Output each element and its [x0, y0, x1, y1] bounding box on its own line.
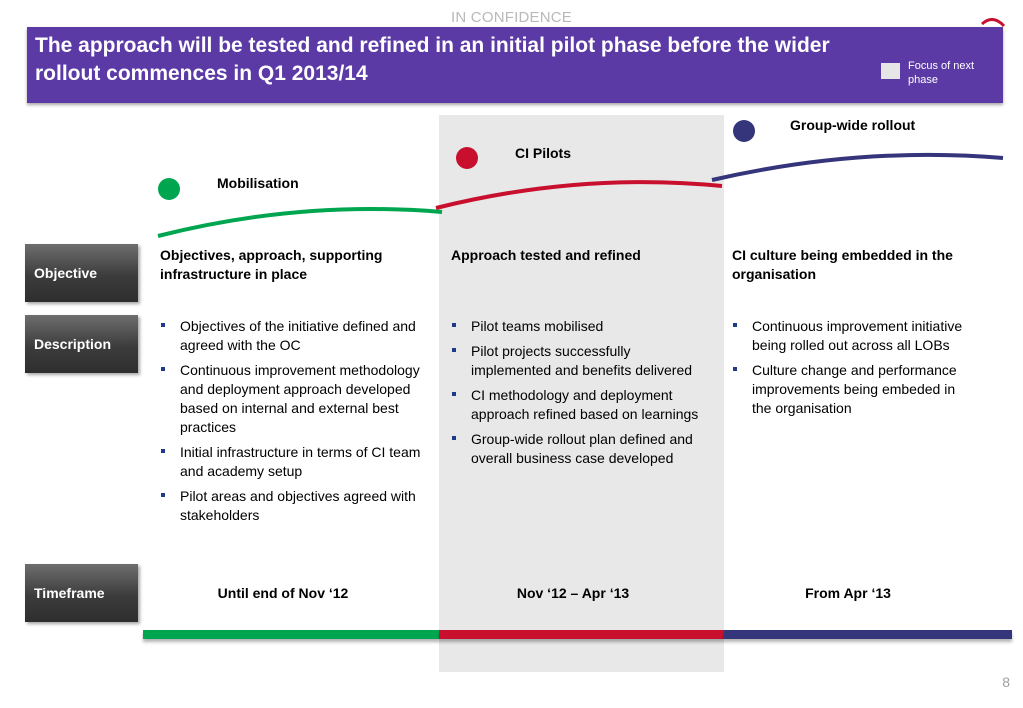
timeline-bar-ci-pilots [439, 630, 724, 639]
row-label-timeframe: Timeframe [25, 564, 138, 622]
list-item: Pilot areas and objectives agreed with s… [160, 487, 428, 525]
list-item: Initial infrastructure in terms of CI te… [160, 443, 428, 481]
description-list-mobilisation: Objectives of the initiative defined and… [160, 317, 428, 531]
page-number: 8 [1002, 674, 1010, 690]
focus-phase-highlight [439, 115, 724, 672]
list-item: Continuous improvement initiative being … [732, 317, 977, 355]
list-item: Culture change and performance improveme… [732, 361, 977, 418]
confidentiality-marking: IN CONFIDENCE [451, 9, 572, 26]
timeframe-mobilisation: Until end of Nov ‘12 [217, 585, 349, 601]
mobilisation-curve [157, 207, 443, 238]
timeframe-ci-pilots: Nov ‘12 – Apr ‘13 [516, 585, 630, 601]
list-item: CI methodology and deployment approach r… [451, 386, 706, 424]
list-item: Objectives of the initiative defined and… [160, 317, 428, 355]
rollout-curve [711, 152, 1004, 182]
timeframe-rollout: From Apr ‘13 [805, 585, 891, 601]
row-label-description: Description [25, 315, 138, 373]
list-item: Continuous improvement methodology and d… [160, 361, 428, 437]
ci-pilots-curve [435, 180, 723, 210]
phase-label-ci-pilots: CI Pilots [515, 145, 572, 161]
objective-rollout: CI culture being embedded in the organis… [732, 247, 953, 282]
legend-swatch [881, 63, 900, 79]
objective-mobilisation: Objectives, approach, supporting infrast… [160, 247, 383, 282]
list-item: Pilot teams mobilised [451, 317, 706, 336]
description-list-ci-pilots: Pilot teams mobilised Pilot projects suc… [451, 317, 706, 474]
description-list-rollout: Continuous improvement initiative being … [732, 317, 977, 424]
rollout-marker-icon [733, 120, 755, 142]
ci-pilots-marker-icon [456, 147, 478, 169]
mobilisation-marker-icon [158, 178, 180, 200]
objective-ci-pilots: Approach tested and refined [451, 247, 641, 263]
phase-label-rollout: Group-wide rollout [790, 117, 916, 133]
row-label-objective: Objective [25, 244, 138, 302]
legend-label: Focus of next phase [908, 60, 975, 86]
timeline-bar-mobilisation [143, 630, 439, 639]
timeline-bar-rollout [724, 630, 1012, 639]
title-banner: The approach will be tested and refined … [27, 27, 1003, 103]
list-item: Pilot projects successfully implemented … [451, 342, 706, 380]
page-title: The approach will be tested and refined … [35, 34, 830, 85]
phase-label-mobilisation: Mobilisation [217, 175, 299, 191]
list-item: Group-wide rollout plan defined and over… [451, 430, 706, 468]
